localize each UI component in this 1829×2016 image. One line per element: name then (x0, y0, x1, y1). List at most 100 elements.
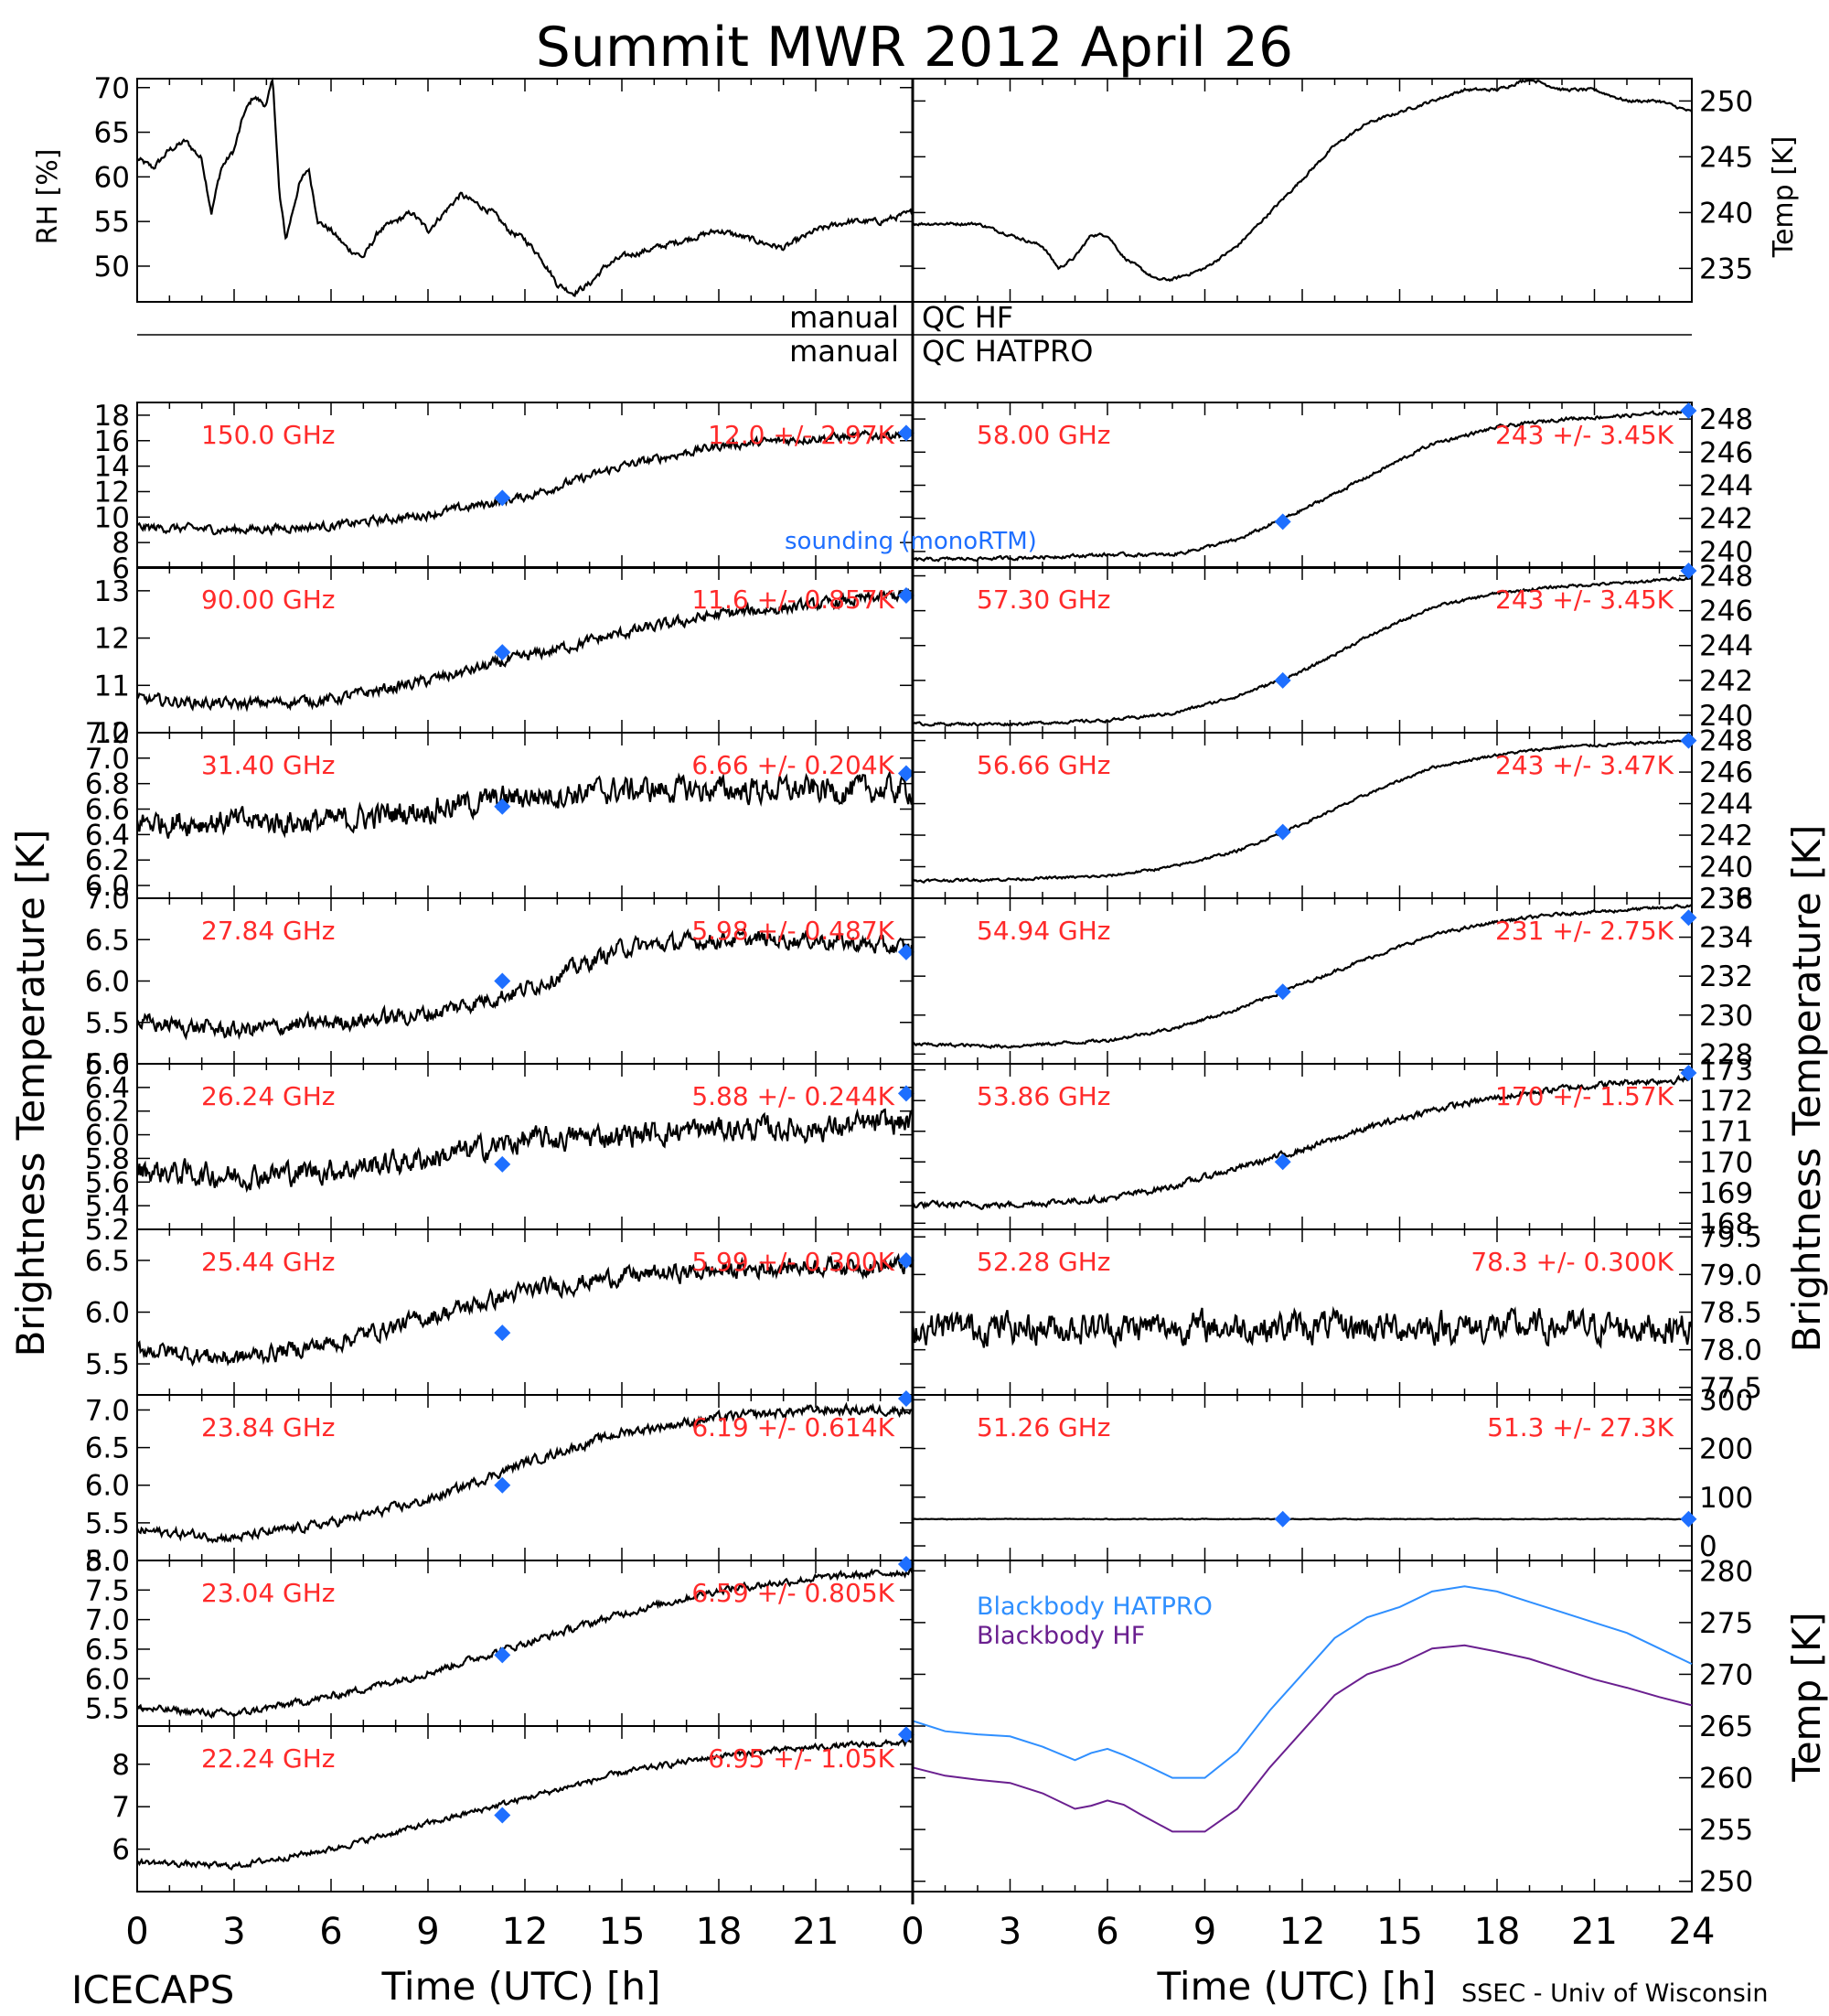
ch26-y-tick-label: 5.2 (85, 1214, 130, 1247)
footer-ssec: SSEC - Univ of Wisconsin (1461, 1979, 1768, 2008)
ch23b-y-tick-label: 6.0 (85, 1663, 130, 1696)
ch23-y-tick-label: 5.5 (85, 1507, 130, 1540)
ch150-y-tick-label: 14 (94, 451, 130, 484)
sounding-point-ch54 (1680, 909, 1697, 927)
freq-label-ch52: 52.28 GHz (977, 1247, 1111, 1277)
ch58-y-tick-label: 240 (1699, 536, 1753, 569)
sounding-point-ch26 (897, 1085, 914, 1102)
right-brightness-axis-label: Brightness Temperature [K] (1784, 825, 1829, 1353)
ch90-y-tick-label: 13 (94, 575, 130, 608)
x-tick-label-right: 21 (1571, 1911, 1618, 1953)
freq-label-ch150: 150.0 GHz (201, 420, 336, 450)
ch26-y-tick-label: 6.4 (85, 1072, 130, 1105)
ch23b-y-tick-label: 7.5 (85, 1574, 130, 1607)
ch31-y-tick-label: 6.6 (85, 794, 130, 827)
series-trace-ch23b (136, 1566, 914, 1720)
ch26-y-tick-label: 6.2 (85, 1096, 130, 1129)
stats-label-ch58: 243 +/- 3.45K (1495, 420, 1674, 450)
panel-frame-ch27-ticks (136, 898, 914, 1064)
ch26-y-tick-label: 5.8 (85, 1142, 130, 1175)
stats-label-ch31: 6.66 +/- 0.204K (691, 750, 894, 780)
sounding-point-ch56 (1680, 732, 1697, 749)
ch31-y-tick-label: 6.8 (85, 768, 130, 801)
freq-label-ch53: 53.86 GHz (977, 1081, 1111, 1111)
ch31-y-tick-label: 7.0 (85, 743, 130, 776)
ch57-y-tick-label: 248 (1699, 561, 1753, 594)
ch52-y-tick-label: 77.5 (1699, 1372, 1762, 1405)
stats-label-ch57: 243 +/- 3.45K (1495, 584, 1674, 615)
x-axis-label-right: Time (UTC) [h] (1157, 1964, 1437, 2009)
panel-frame-ch22-ticks (136, 1726, 914, 1892)
x-tick-label-right: 0 (901, 1911, 924, 1953)
panel-frame-ch23b-ticks (136, 1560, 914, 1726)
ch22-y-tick-label: 8 (112, 1749, 130, 1782)
ch58-y-tick-label: 248 (1699, 403, 1753, 436)
blackbody-temp-axis-label: Temp [K] (1784, 1612, 1829, 1783)
ch56-y-tick-label: 246 (1699, 756, 1753, 789)
x-tick-label-right: 3 (999, 1911, 1021, 1953)
series-line-bb-hf (912, 1644, 1693, 1833)
series-trace-ch31 (135, 769, 914, 839)
x-tick-label-left: 0 (125, 1911, 148, 1953)
ch25-y-tick-label: 6.5 (85, 1245, 130, 1278)
chart-title: Summit MWR 2012 April 26 (536, 16, 1293, 80)
blackbody-y-tick-label: 275 (1699, 1607, 1753, 1640)
temp-axis-label: Temp [K] (1768, 136, 1800, 259)
ch22-y-tick-label: 7 (112, 1791, 130, 1824)
series-trace-ch27 (135, 927, 914, 1041)
blackbody-y-tick-label: 255 (1699, 1814, 1753, 1847)
ch56-y-tick-label: 244 (1699, 788, 1753, 821)
freq-label-ch27: 27.84 GHz (201, 916, 336, 946)
sounding-point-ch51 (1680, 1510, 1697, 1528)
temp-y-tick-label: 235 (1699, 252, 1753, 285)
x-tick-label-left: 15 (599, 1911, 646, 1953)
x-tick-label-left: 3 (222, 1911, 245, 1953)
ch26-y-tick-label: 6.6 (85, 1048, 130, 1081)
ch27-y-tick-label: 6.5 (85, 924, 130, 957)
sounding-point-ch27 (897, 943, 914, 960)
legend-bb-hatpro: Blackbody HATPRO (977, 1592, 1213, 1621)
ch90-y-tick-label: 11 (94, 670, 130, 702)
qc-hatpro-manual-label: manual (789, 334, 899, 369)
sounding-point-ch150 (494, 489, 511, 507)
panels: 5055606570235240245250681012141618150.0 … (85, 72, 1762, 1899)
stats-label-ch53: 170 +/- 1.57K (1495, 1081, 1674, 1111)
ch53-y-tick-label: 173 (1699, 1055, 1753, 1088)
sounding-point-ch90 (897, 587, 914, 605)
ch51-y-tick-label: 200 (1699, 1433, 1753, 1466)
ch31-y-tick-label: 6.0 (85, 870, 130, 903)
temp-series-line (913, 79, 1693, 283)
legend-bb-hf: Blackbody HF (977, 1622, 1145, 1650)
ch57-y-tick-label: 242 (1699, 665, 1753, 698)
ch53-y-tick-label: 172 (1699, 1085, 1753, 1118)
sounding-point-ch23b (494, 1646, 511, 1664)
ch54-y-tick-label: 236 (1699, 883, 1753, 916)
ch23b-y-tick-label: 7.0 (85, 1604, 130, 1637)
series-trace-ch22 (136, 1738, 914, 1871)
stats-label-ch56: 243 +/- 3.47K (1495, 750, 1674, 780)
sounding-point-ch31 (494, 798, 511, 815)
blackbody-y-tick-label: 270 (1699, 1658, 1753, 1691)
x-tick-label-right: 9 (1193, 1911, 1216, 1953)
sounding-point-ch57 (1680, 563, 1697, 579)
sounding-point-ch23b (897, 1556, 914, 1572)
ch53-y-tick-label: 168 (1699, 1207, 1753, 1240)
sounding-point-ch53 (1274, 1153, 1291, 1171)
freq-label-ch54: 54.94 GHz (977, 916, 1111, 946)
freq-label-ch23: 23.84 GHz (201, 1412, 336, 1442)
freq-label-ch23b: 23.04 GHz (201, 1578, 336, 1608)
series-line-bb-hatpro (912, 1585, 1693, 1779)
temp-y-tick-label: 245 (1699, 141, 1753, 174)
freq-label-ch90: 90.00 GHz (201, 584, 336, 615)
series-trace-ch58 (912, 408, 1693, 563)
ch150-y-tick-label: 8 (112, 527, 130, 560)
freq-label-ch22: 22.24 GHz (201, 1743, 336, 1774)
ch22-y-tick-label: 6 (112, 1834, 130, 1867)
series-trace-ch150 (136, 428, 914, 537)
panel-frame-ch31-ticks (136, 733, 914, 898)
stats-label-ch25: 5.99 +/- 0.300K (691, 1247, 894, 1277)
x-tick-label-right: 6 (1096, 1911, 1118, 1953)
ch54-y-tick-label: 232 (1699, 960, 1753, 993)
x-tick-label-left: 21 (793, 1911, 840, 1953)
ch27-y-tick-label: 6.0 (85, 966, 130, 999)
